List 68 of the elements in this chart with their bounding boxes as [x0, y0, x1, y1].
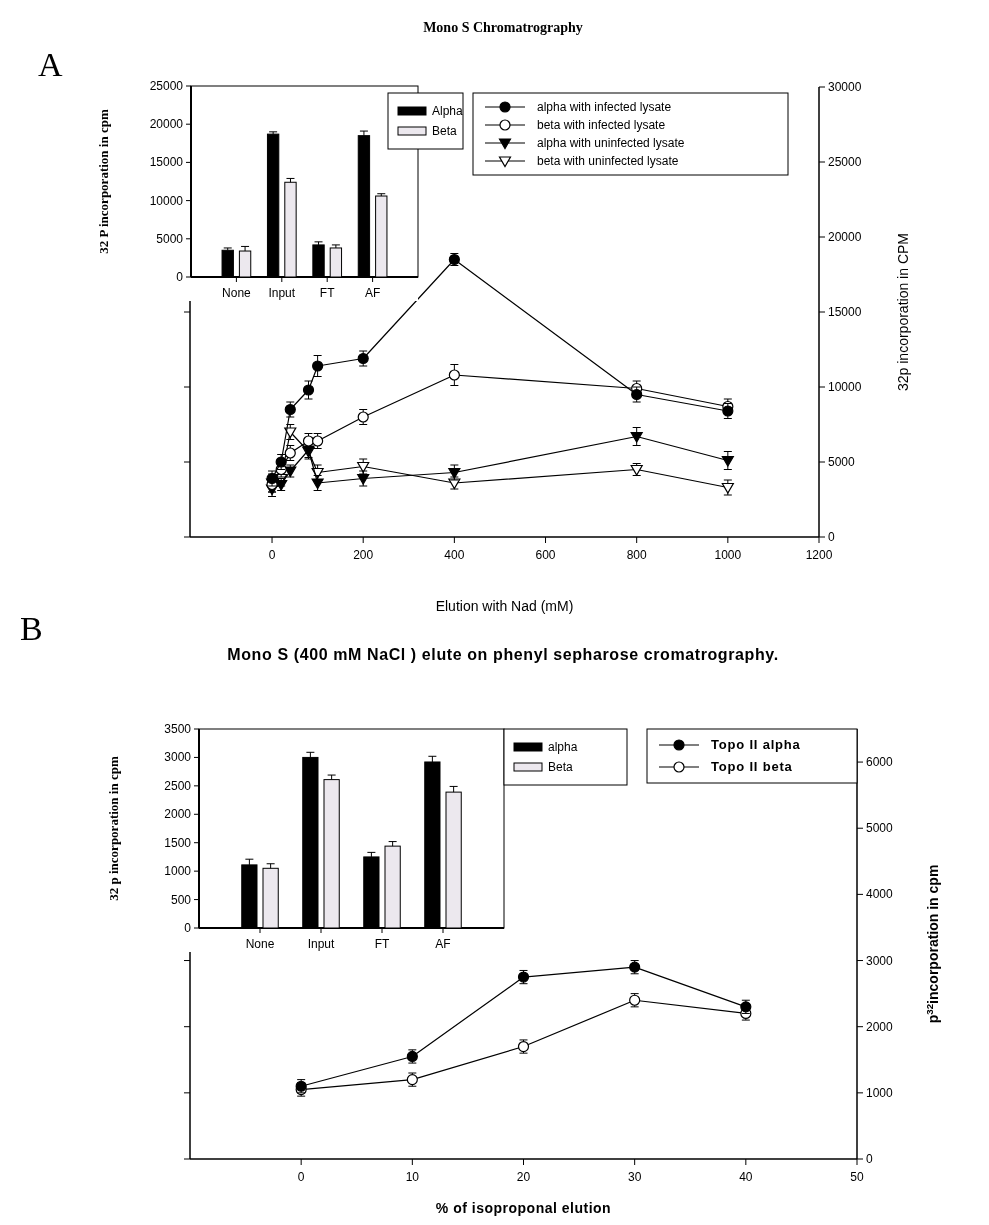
chart-title: Mono S Chromatrography: [423, 20, 583, 35]
x-tick-label: 30: [627, 1170, 642, 1184]
y2-tick-label: 5000: [828, 455, 856, 469]
x-tick-label: 600: [535, 548, 556, 562]
x-tick-label: None: [245, 937, 275, 951]
x-tick-label: 800: [626, 548, 648, 562]
y-tick-label: 2000: [164, 807, 192, 822]
x-tick-label: 10: [405, 1170, 420, 1184]
text: A: [38, 46, 63, 83]
text: B: [20, 610, 43, 647]
y-tick-label: 3000: [164, 750, 192, 765]
y2-tick-label: 3000: [866, 953, 894, 968]
legend-label: beta with infected lysate: [537, 118, 666, 132]
y2-tick-label: 25000: [828, 155, 862, 169]
x-tick-label: 40: [739, 1170, 753, 1184]
y-tick-label: 20000: [149, 117, 184, 132]
x-tick-label: Input: [307, 937, 335, 951]
legend-label: Beta: [548, 760, 574, 774]
y-axis-title: 32 p incorporation in cpm: [106, 756, 121, 901]
y2-tick-label: 5000: [866, 821, 894, 836]
y2-tick-label: 1000: [866, 1085, 894, 1100]
legend-label: alpha with infected lysate: [537, 100, 672, 114]
y-tick-label: 1500: [164, 835, 192, 850]
legend-label: Topo II alpha: [711, 737, 801, 752]
x-tick-label: 400: [444, 548, 465, 562]
y-tick-label: 5000: [156, 231, 184, 246]
x-tick-label: 20: [516, 1170, 531, 1184]
y2-tick-label: 0: [828, 530, 835, 544]
y2-tick-label: 2000: [866, 1019, 894, 1034]
y-axis-title: 32 P incorporation in cpm: [96, 109, 111, 254]
y-tick-label: 10000: [149, 193, 184, 208]
y2-tick-label: 4000: [866, 887, 894, 902]
y2-tick-label: 6000: [866, 755, 894, 770]
x-tick-label: AF: [364, 286, 381, 300]
y-tick-label: 25000: [149, 79, 184, 93]
x-tick-label: 0: [268, 548, 276, 562]
y2-tick-label: 15000: [828, 305, 862, 319]
legend-label: alpha with uninfected lysate: [537, 136, 685, 150]
y-tick-label: 0: [184, 921, 192, 935]
y2-tick-label: 10000: [828, 380, 862, 394]
y-tick-label: 15000: [149, 155, 184, 170]
y2-axis-title: 32p incorporation in CPM: [895, 233, 911, 391]
x-tick-label: 50: [850, 1170, 864, 1184]
legend-label: Topo II beta: [711, 759, 793, 774]
y-tick-label: 1000: [164, 864, 192, 879]
y2-tick-label: 0: [866, 1152, 873, 1166]
y2-tick-label: 30000: [828, 80, 862, 94]
y-tick-label: 2500: [164, 778, 192, 793]
y-tick-label: 500: [170, 892, 192, 907]
legend-label: Beta: [432, 124, 458, 138]
legend-label: Alpha: [432, 104, 464, 118]
x-tick-label: 1000: [714, 548, 742, 562]
y-tick-label: 3500: [164, 722, 192, 736]
x-tick-label: 0: [297, 1170, 305, 1184]
x-tick-label: 1200: [805, 548, 833, 562]
x-tick-label: None: [222, 286, 252, 300]
legend-label: beta with uninfected lysate: [537, 154, 679, 168]
y-tick-label: 0: [176, 270, 184, 284]
x-axis-title: Elution with Nad (mM): [435, 598, 574, 614]
y2-tick-label: 20000: [828, 230, 862, 244]
x-tick-label: Input: [268, 286, 296, 300]
x-tick-label: FT: [319, 286, 336, 300]
legend-label: alpha: [548, 740, 578, 754]
chart-title: Mono S (400 mM NaCl ) elute on phenyl sepharose cromatrography.: [227, 646, 779, 663]
x-tick-label: AF: [435, 937, 451, 951]
x-tick-label: 200: [353, 548, 374, 562]
x-tick-label: FT: [374, 937, 390, 951]
x-axis-title: % of isoproponal elution: [435, 1200, 612, 1216]
